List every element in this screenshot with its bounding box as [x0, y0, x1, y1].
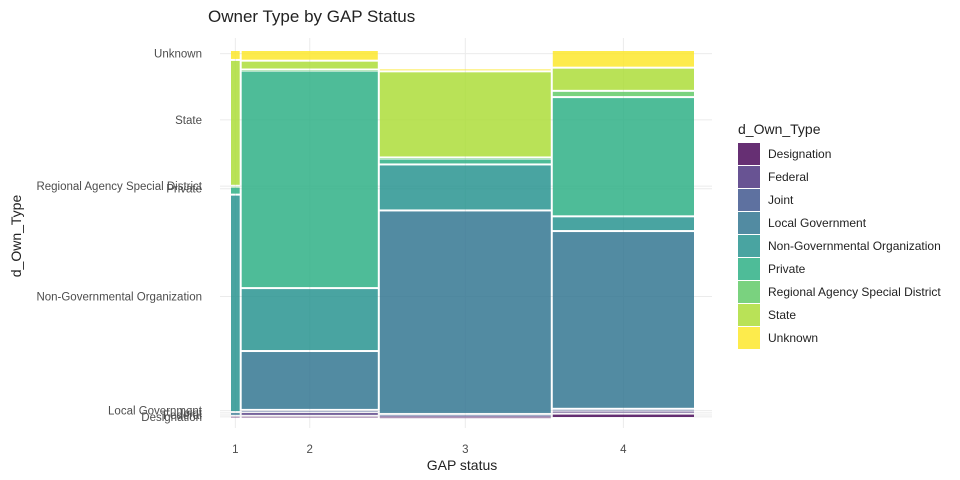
tile-gap1-state — [231, 60, 240, 185]
legend-label: Non-Governmental Organization — [768, 239, 941, 253]
y-tick-label: Private — [166, 184, 202, 196]
legend-key-unknown — [738, 327, 760, 349]
tile-gap3-non-governmental-organization — [379, 165, 551, 210]
legend: d_Own_Type Designation Federal Joint Local … — [738, 121, 941, 349]
tile-gap2-local-government — [241, 352, 378, 409]
legend-label: Federal — [768, 170, 809, 184]
legend-key-federal — [738, 166, 760, 188]
tile-gap1-designation — [231, 416, 240, 418]
legend-key-state — [738, 304, 760, 326]
y-tick-label: Local Government — [108, 406, 203, 418]
legend-label: Private — [768, 262, 806, 276]
tile-gap3-unknown — [379, 69, 551, 71]
legend-label: Local Government — [768, 216, 867, 230]
legend-label: Regional Agency Special District — [768, 285, 941, 299]
y-axis-title: d_Own_Type — [8, 195, 24, 278]
legend-key-non-governmental-organization — [738, 235, 760, 257]
mosaic-tiles — [231, 51, 694, 419]
tile-gap3-local-government — [379, 211, 551, 413]
tile-gap1-local-government — [231, 413, 240, 415]
tile-gap4-private — [552, 98, 694, 216]
tile-gap3-regional-agency-special-district — [379, 158, 551, 160]
y-tick-label: Non-Governmental Organization — [36, 292, 202, 304]
tile-gap3-state — [379, 72, 551, 157]
tile-gap4-unknown — [552, 51, 694, 67]
y-tick-label: Designation — [141, 412, 202, 424]
tile-gap2-federal — [241, 413, 378, 415]
tile-gap2-unknown — [241, 51, 378, 60]
y-tick-label: Unknown — [154, 49, 202, 61]
tile-gap4-non-governmental-organization — [552, 217, 694, 231]
legend-label: Designation — [768, 147, 831, 161]
y-tick-label: Joint — [178, 408, 203, 420]
y-tick-label: Federal — [163, 410, 202, 422]
legend-key-private — [738, 258, 760, 280]
legend-key-joint — [738, 189, 760, 211]
y-tick-label: Regional Agency Special District — [36, 181, 202, 193]
tile-gap4-local-government — [552, 232, 694, 408]
tile-gap4-joint — [552, 409, 694, 411]
legend-key-regional-agency-special-district — [738, 281, 760, 303]
tile-gap3-joint — [379, 414, 551, 416]
tile-gap4-state — [552, 68, 694, 90]
legend-label: Unknown — [768, 331, 818, 345]
x-axis-ticks: 1 2 3 4 — [232, 444, 627, 456]
legend-key-designation — [738, 143, 760, 165]
x-axis-title: GAP status — [427, 457, 498, 473]
x-tick-label: 1 — [232, 444, 238, 456]
tile-gap4-federal — [552, 411, 694, 413]
legend-key-local-government — [738, 212, 760, 234]
x-tick-label: 3 — [462, 444, 468, 456]
tile-gap2-designation — [241, 416, 378, 418]
x-tick-label: 4 — [620, 444, 627, 456]
tile-gap1-regional-agency-special-district — [231, 186, 240, 188]
legend-label: State — [768, 308, 796, 322]
tile-gap4-designation — [552, 414, 694, 417]
x-tick-label: 2 — [307, 444, 313, 456]
y-tick-label: State — [175, 115, 202, 127]
chart-title: Owner Type by GAP Status — [208, 7, 415, 26]
tile-gap4-regional-agency-special-district — [552, 91, 694, 97]
tile-gap2-joint — [241, 410, 378, 412]
tile-gap2-state — [241, 61, 378, 69]
tile-gap2-non-governmental-organization — [241, 289, 378, 351]
legend-title: d_Own_Type — [738, 121, 821, 137]
tile-gap1-non-governmental-organization — [231, 195, 240, 412]
tile-gap3-designation — [379, 417, 551, 419]
tile-gap2-private — [241, 71, 378, 288]
tile-gap3-private — [379, 159, 551, 164]
tile-gap1-unknown — [231, 51, 240, 59]
tile-gap3-federal — [379, 416, 551, 417]
tile-gap1-private — [231, 187, 240, 194]
legend-label: Joint — [768, 193, 794, 207]
tile-gap2-regional-agency-special-district — [241, 70, 378, 72]
